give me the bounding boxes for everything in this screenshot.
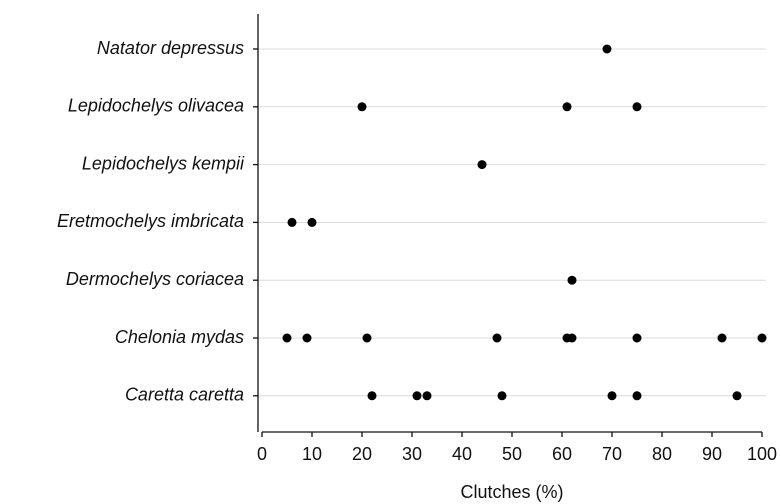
dot bbox=[307, 217, 317, 227]
dot bbox=[492, 333, 502, 343]
dot bbox=[422, 391, 432, 401]
dot bbox=[362, 333, 372, 343]
dot bbox=[367, 391, 377, 401]
x-tick-label: 80 bbox=[652, 444, 672, 464]
dot bbox=[732, 391, 742, 401]
x-tick-label: 0 bbox=[257, 444, 267, 464]
x-axis-label: Clutches (%) bbox=[460, 482, 563, 502]
x-tick-label: 90 bbox=[702, 444, 722, 464]
dot bbox=[567, 275, 577, 285]
x-tick-label: 20 bbox=[352, 444, 372, 464]
dot bbox=[412, 391, 422, 401]
x-tick-label: 60 bbox=[552, 444, 572, 464]
dot bbox=[632, 391, 642, 401]
y-tick-label: Dermochelys coriacea bbox=[66, 269, 244, 289]
dot bbox=[632, 102, 642, 112]
dot bbox=[567, 333, 577, 343]
x-tick-label: 10 bbox=[302, 444, 322, 464]
dot bbox=[607, 391, 617, 401]
dot bbox=[302, 333, 312, 343]
dot bbox=[562, 102, 572, 112]
y-tick-label: Eretmochelys imbricata bbox=[57, 211, 244, 231]
y-tick-label: Lepidochelys kempii bbox=[82, 153, 245, 173]
dot bbox=[287, 217, 297, 227]
x-tick-label: 100 bbox=[747, 444, 777, 464]
dot bbox=[282, 333, 292, 343]
dot bbox=[632, 333, 642, 343]
dot bbox=[477, 160, 487, 170]
dot bbox=[757, 333, 767, 343]
dot bbox=[717, 333, 727, 343]
y-tick-label: Lepidochelys olivacea bbox=[68, 96, 244, 116]
x-tick-label: 70 bbox=[602, 444, 622, 464]
y-tick-label: Chelonia mydas bbox=[115, 327, 244, 347]
dot bbox=[497, 391, 507, 401]
dot bbox=[602, 44, 612, 54]
x-tick-label: 50 bbox=[502, 444, 522, 464]
x-tick-label: 40 bbox=[452, 444, 472, 464]
y-tick-label: Caretta caretta bbox=[125, 385, 244, 405]
dot bbox=[357, 102, 367, 112]
y-tick-label: Natator depressus bbox=[97, 38, 244, 58]
x-tick-label: 30 bbox=[402, 444, 422, 464]
